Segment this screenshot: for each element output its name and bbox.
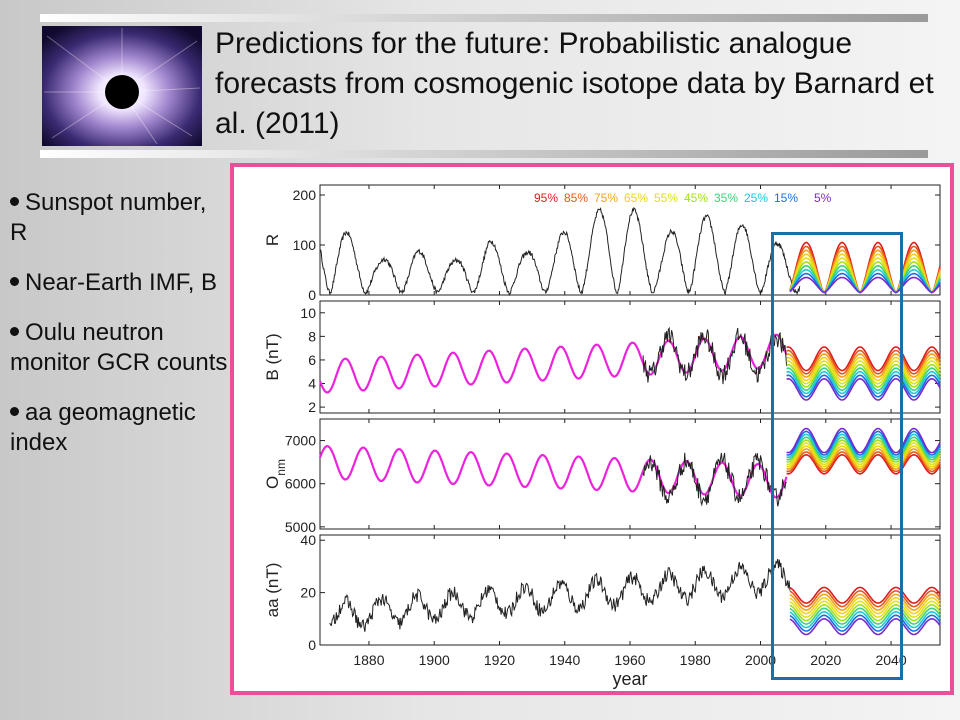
- x-tick-label-0: 1880: [353, 652, 384, 668]
- observed-line-0: [319, 206, 801, 297]
- forecast-line-3-7: [789, 610, 941, 629]
- slide-title: Predictions for the future: Probabilisti…: [215, 27, 934, 140]
- bullet-dot-icon: [10, 197, 19, 207]
- forecast-line-3-0: [789, 586, 941, 604]
- legend-label-5: 45%: [684, 191, 708, 205]
- bullet-imf: Near-Earth IMF, B: [10, 268, 230, 298]
- legend-label-8: 15%: [774, 191, 798, 205]
- legend-label-4: 55%: [654, 191, 678, 205]
- forecast-line-1-7: [786, 370, 941, 395]
- forecast-line-2-8: [786, 430, 941, 456]
- y-tick-label-1-1: 4: [308, 376, 316, 392]
- y-tick-label-1-0: 2: [308, 399, 316, 415]
- legend-label-0: 95%: [534, 191, 558, 205]
- forecast-line-2-5: [786, 439, 941, 463]
- forecast-line-1-1: [786, 349, 941, 375]
- legend-label-9: 5%: [814, 191, 832, 205]
- forecast-line-1-3: [786, 356, 941, 382]
- forecast-line-2-4: [786, 442, 941, 466]
- forecast-line-3-8: [789, 614, 941, 632]
- forecast-line-2-0: [786, 453, 941, 475]
- forecast-line-0-9: [789, 276, 941, 294]
- bullet-sunspot: Sunspot number, R: [10, 189, 207, 246]
- y-tick-label-2-1: 6000: [285, 476, 316, 492]
- forecast-line-3-1: [789, 590, 941, 608]
- forecast-line-1-5: [786, 363, 941, 388]
- x-axis-label: year: [612, 669, 647, 689]
- y-tick-label-0-1: 100: [293, 237, 317, 253]
- forecast-line-3-5: [789, 603, 941, 622]
- legend-label-3: 65%: [624, 191, 648, 205]
- bullet-dot-icon: [10, 327, 19, 337]
- forecast-line-1-8: [786, 374, 941, 398]
- forecast-line-2-9: [786, 427, 941, 454]
- y-tick-label-2-2: 7000: [285, 433, 316, 449]
- y-axis-label-subscript: nm: [274, 459, 288, 476]
- forecast-line-2-3: [786, 445, 941, 468]
- y-axis-label-3: aa (nT): [263, 563, 282, 618]
- y-tick-label-1-3: 8: [308, 328, 316, 344]
- forecast-line-3-9: [789, 617, 941, 636]
- forecast-line-2-6: [786, 436, 941, 461]
- y-tick-label-2-0: 5000: [285, 519, 316, 535]
- observed-line-3: [329, 558, 791, 632]
- bullet-dot-icon: [10, 407, 19, 417]
- forecast-line-1-6: [786, 367, 941, 392]
- forecast-line-1-9: [786, 377, 941, 401]
- forecast-line-2-1: [786, 451, 941, 473]
- bullet-list: Sunspot number, R Near-Earth IMF, B Oulu…: [10, 188, 230, 478]
- observed-line-1: [642, 326, 788, 385]
- forecast-line-1-2: [786, 353, 941, 378]
- x-tick-label-3: 1940: [549, 652, 580, 668]
- legend-label-6: 35%: [714, 191, 738, 205]
- y-tick-label-1-2: 6: [308, 352, 316, 368]
- x-tick-label-2: 1920: [484, 652, 515, 668]
- forecast-line-3-2: [789, 593, 941, 611]
- forecast-highlight-box: [771, 232, 903, 680]
- legend-label-2: 75%: [594, 191, 618, 205]
- forecast-line-3-3: [789, 597, 941, 615]
- forecast-line-3-4: [789, 600, 941, 618]
- observed-line-2: [642, 452, 787, 507]
- y-tick-label-0-2: 200: [293, 187, 317, 203]
- bullet-aa-index: aa geomagnetic index: [10, 399, 196, 456]
- y-tick-label-3-1: 20: [300, 585, 316, 601]
- y-axis-label-0: R: [263, 234, 282, 246]
- forecast-line-1-0: [786, 346, 941, 372]
- y-axis-label-1: B (nT): [263, 333, 282, 380]
- legend-label-7: 25%: [744, 191, 768, 205]
- forecast-line-2-7: [786, 433, 941, 459]
- top-rule: [40, 14, 928, 22]
- bullet-neutron-monitor: Oulu neutron monitor GCR counts: [10, 319, 228, 376]
- bullet-dot-icon: [10, 277, 19, 287]
- y-tick-label-3-2: 40: [300, 532, 316, 548]
- y-tick-label-0-0: 0: [308, 287, 316, 303]
- x-tick-label-4: 1960: [614, 652, 645, 668]
- y-tick-label-1-4: 10: [300, 305, 316, 321]
- solar-corona-image: [42, 26, 202, 146]
- x-tick-label-7: 2020: [810, 652, 841, 668]
- forecast-line-2-2: [786, 448, 941, 470]
- x-tick-label-1: 1900: [419, 652, 450, 668]
- title-underline-rule: [40, 150, 928, 158]
- x-tick-label-8: 2040: [875, 652, 906, 668]
- x-tick-label-5: 1980: [680, 652, 711, 668]
- forecast-line-1-4: [786, 360, 941, 385]
- forecast-line-3-6: [789, 607, 941, 625]
- legend-label-1: 85%: [564, 191, 588, 205]
- x-tick-label-6: 2000: [745, 652, 776, 668]
- y-tick-label-3-0: 0: [308, 637, 316, 653]
